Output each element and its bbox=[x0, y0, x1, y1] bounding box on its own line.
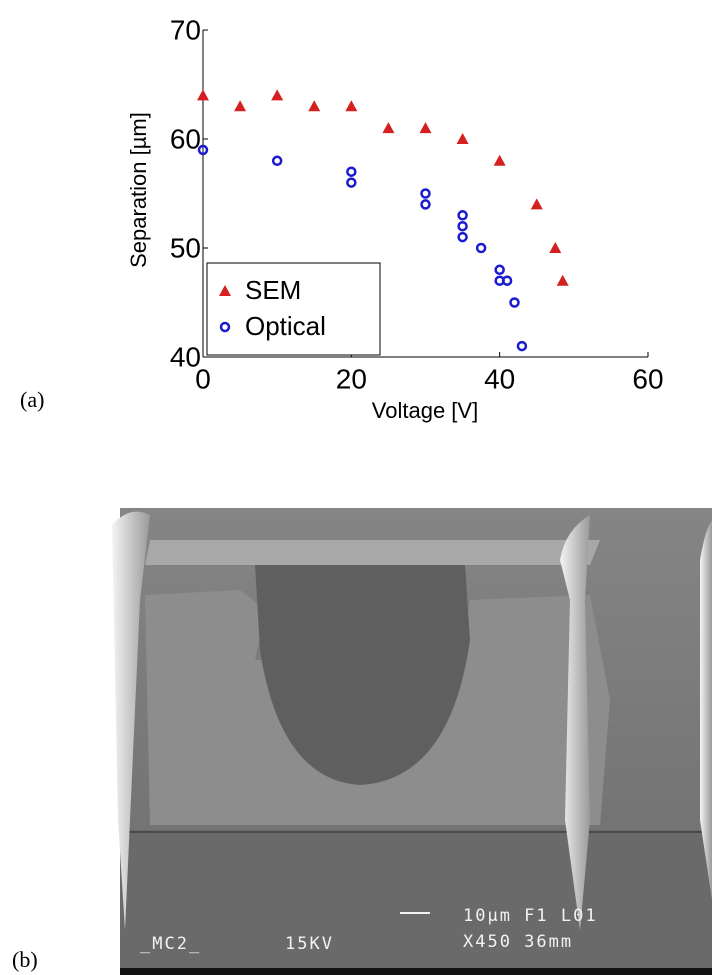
legend-box bbox=[206, 262, 381, 356]
circle-marker bbox=[494, 264, 505, 276]
circle-marker bbox=[457, 231, 468, 243]
sem-lower-band bbox=[120, 830, 712, 970]
circle-marker bbox=[420, 199, 431, 210]
triangle-marker bbox=[197, 89, 209, 101]
triangle-marker bbox=[419, 122, 432, 134]
sem-label: X450 36mm bbox=[463, 932, 573, 952]
legend-label: Optical bbox=[245, 311, 326, 341]
sem-label: _MC2_ bbox=[140, 934, 201, 954]
triangle-marker bbox=[493, 154, 506, 166]
circle-marker bbox=[420, 188, 431, 199]
sem-label: 15KV bbox=[285, 934, 334, 954]
y-tick-label: 60 bbox=[170, 123, 201, 154]
circle-marker bbox=[457, 210, 468, 221]
circle-marker bbox=[509, 297, 520, 308]
sem-image: _MC2_ 15KV 10µm F1 L01 X450 36mm bbox=[112, 508, 712, 975]
triangle-marker bbox=[219, 285, 231, 296]
chart: Voltage [V] Separation [µm] 0 20 40 60 40 50 6… bbox=[126, 14, 664, 422]
triangle-marker bbox=[345, 100, 358, 112]
sem-wall bbox=[560, 515, 590, 930]
circle-marker bbox=[346, 177, 357, 188]
triangle-marker bbox=[271, 89, 284, 101]
circle-marker bbox=[516, 340, 528, 352]
y-tick-label: 50 bbox=[170, 232, 201, 263]
triangle-marker bbox=[530, 198, 543, 210]
triangle-marker bbox=[234, 100, 247, 112]
sem-bottom-bar bbox=[120, 968, 712, 975]
circle-marker bbox=[271, 155, 283, 167]
triangle-marker bbox=[308, 100, 321, 112]
y-axis-label: Separation [µm] bbox=[126, 112, 151, 268]
sem-wall bbox=[112, 511, 150, 930]
circle-marker bbox=[457, 220, 468, 232]
triangle-marker bbox=[549, 242, 562, 253]
circle-marker bbox=[501, 275, 513, 286]
sem-label: 10µm F1 L01 bbox=[463, 906, 598, 926]
circle-marker bbox=[346, 166, 357, 177]
x-tick-label: 0 bbox=[195, 363, 211, 394]
x-tick-label: 60 bbox=[632, 363, 663, 394]
triangle-marker bbox=[556, 274, 569, 286]
sem-cavity bbox=[255, 565, 470, 785]
panel-label: (b) bbox=[12, 947, 38, 972]
y-tick-label: 40 bbox=[170, 341, 201, 372]
triangle-marker bbox=[456, 133, 469, 144]
x-tick-label: 40 bbox=[484, 363, 515, 394]
sem-rim bbox=[145, 540, 600, 565]
circle-marker bbox=[197, 144, 209, 156]
y-tick-label: 70 bbox=[170, 14, 201, 45]
sem-wall bbox=[700, 520, 712, 900]
triangle-marker bbox=[382, 122, 395, 134]
circle-marker bbox=[219, 321, 231, 333]
x-tick-label: 20 bbox=[336, 363, 367, 394]
legend-label: SEM bbox=[245, 275, 301, 305]
x-axis-label: Voltage [V] bbox=[372, 398, 478, 423]
panel-label: (a) bbox=[20, 387, 44, 412]
circle-marker bbox=[475, 242, 487, 254]
